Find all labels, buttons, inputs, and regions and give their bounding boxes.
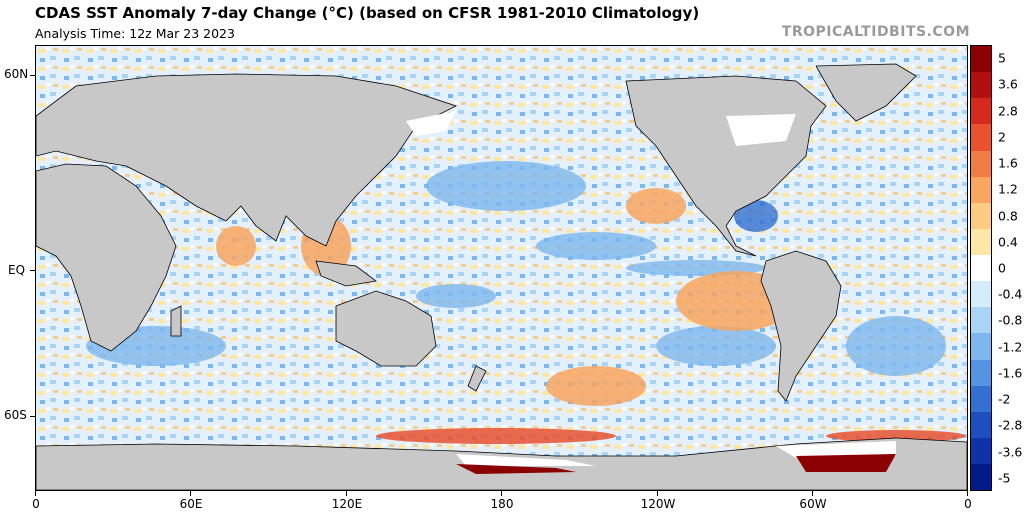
- land-masses: [36, 63, 967, 490]
- colorbar-swatch: [971, 150, 991, 177]
- colorbar: [970, 45, 992, 491]
- lat-tick: [30, 416, 35, 417]
- colorbar-label: 1.6: [998, 155, 1018, 171]
- lon-tick: [346, 491, 347, 496]
- lat-tick: [30, 270, 35, 271]
- antarctic-warm-anomaly: [456, 454, 896, 474]
- colorbar-swatch: [971, 359, 991, 386]
- colorbar-swatch: [971, 385, 991, 412]
- lon-label-120w: 120W: [640, 497, 676, 511]
- lon-label-0: 0: [32, 497, 40, 511]
- colorbar-label: 5: [998, 50, 1006, 66]
- lon-label-60e: 60E: [179, 497, 203, 511]
- lon-tick: [967, 491, 968, 496]
- colorbar-label: -0.4: [998, 286, 1023, 302]
- lat-label-60s: 60S: [4, 408, 27, 422]
- lon-tick: [657, 491, 658, 496]
- colorbar-label: 2: [998, 129, 1006, 145]
- colorbar-label: -2.8: [998, 417, 1023, 433]
- lon-tick: [501, 491, 502, 496]
- colorbar-swatch: [971, 46, 991, 73]
- brand-watermark: TROPICALTIDBITS.COM: [781, 24, 970, 40]
- colorbar-swatch: [971, 176, 991, 203]
- cool-anomaly-regions: [86, 161, 946, 376]
- colorbar-swatch: [971, 202, 991, 229]
- colorbar-label: -5: [998, 470, 1011, 486]
- colorbar-label: 0.8: [998, 208, 1018, 224]
- lat-label-eq: EQ: [8, 263, 26, 277]
- lon-tick: [35, 491, 36, 496]
- lat-label-60n: 60N: [4, 67, 29, 81]
- map-title: CDAS SST Anomaly 7-day Change (°C) (base…: [35, 4, 700, 22]
- colorbar-label: -0.8: [998, 312, 1023, 328]
- map-canvas: [36, 46, 967, 490]
- colorbar-swatch: [971, 307, 991, 334]
- lon-tick: [190, 491, 191, 496]
- colorbar-label: 0.4: [998, 234, 1018, 250]
- colorbar-swatch: [971, 437, 991, 464]
- colorbar-swatch: [971, 98, 991, 125]
- colorbar-label: 3.6: [998, 76, 1018, 92]
- colorbar-label: -1.2: [998, 339, 1023, 355]
- colorbar-label: 0: [998, 260, 1006, 276]
- lon-label-180: 180: [490, 497, 514, 511]
- analysis-time: Analysis Time: 12z Mar 23 2023: [35, 26, 235, 41]
- lon-label-120e: 120E: [331, 497, 363, 511]
- colorbar-swatch: [971, 281, 991, 308]
- colorbar-label: -3.6: [998, 444, 1023, 460]
- sst-anomaly-map: [35, 45, 968, 491]
- colorbar-label: -2: [998, 391, 1011, 407]
- colorbar-swatch: [971, 228, 991, 255]
- colorbar-label: 1.2: [998, 181, 1018, 197]
- colorbar-swatch: [971, 411, 991, 438]
- lon-label-0-end: 0: [964, 497, 972, 511]
- lon-label-60w: 60W: [799, 497, 827, 511]
- colorbar-label: -1.6: [998, 365, 1023, 381]
- lat-tick: [30, 75, 35, 76]
- lon-tick: [812, 491, 813, 496]
- colorbar-swatch: [971, 255, 991, 282]
- sea-ice: [406, 111, 896, 466]
- colorbar-swatch: [971, 72, 991, 99]
- colorbar-swatch: [971, 333, 991, 360]
- colorbar-label: 2.8: [998, 103, 1018, 119]
- colorbar-swatch: [971, 124, 991, 151]
- colorbar-swatch: [971, 464, 991, 491]
